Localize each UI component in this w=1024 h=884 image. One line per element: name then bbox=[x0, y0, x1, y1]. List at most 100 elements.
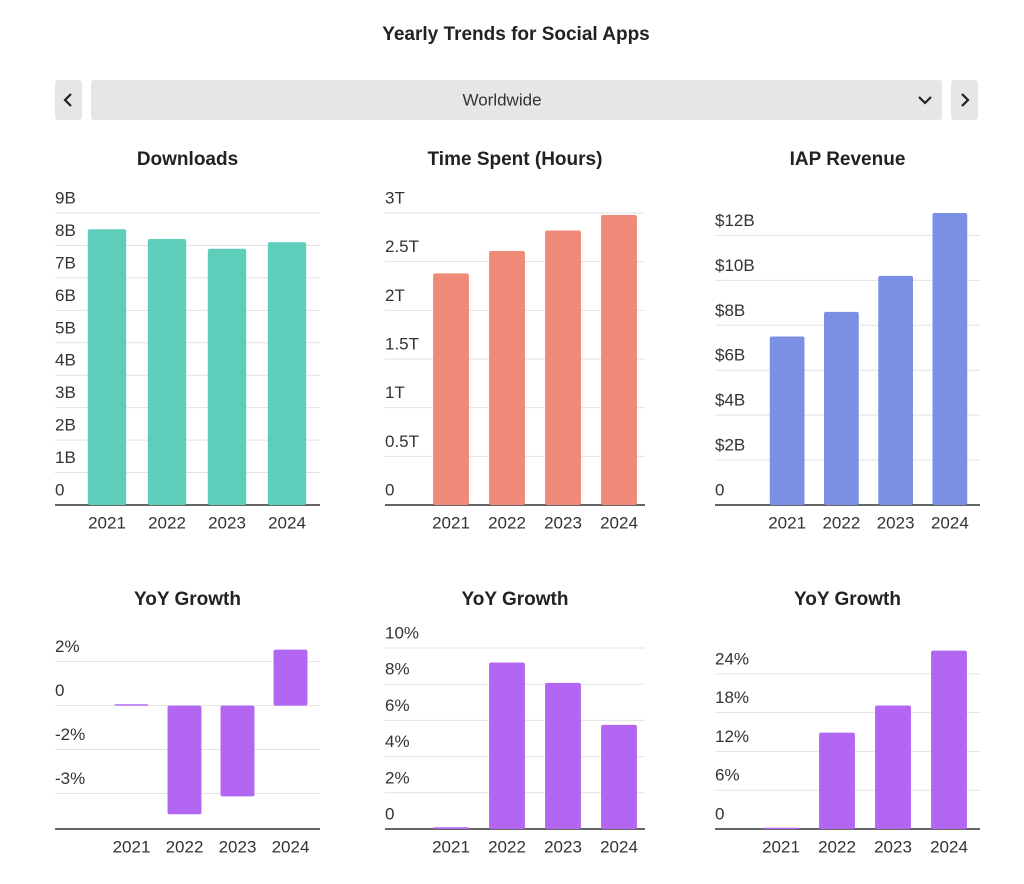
y-tick-label: 4B bbox=[55, 351, 76, 370]
x-tick-label: 2024 bbox=[268, 513, 306, 532]
y-tick-label: 4% bbox=[385, 732, 410, 751]
x-tick-label: 2024 bbox=[931, 513, 969, 532]
y-tick-label: 0 bbox=[385, 804, 394, 823]
bar bbox=[601, 724, 637, 829]
y-tick-label: 12% bbox=[715, 727, 749, 746]
y-tick-label: 9B bbox=[55, 188, 76, 207]
y-tick-label: 0 bbox=[385, 480, 394, 499]
y-tick-label: 0 bbox=[715, 804, 724, 823]
y-tick-label: $8B bbox=[715, 301, 745, 320]
bar bbox=[147, 238, 187, 505]
bar bbox=[267, 242, 307, 505]
region-label: Worldwide bbox=[462, 90, 541, 109]
y-tick-label: 0 bbox=[715, 480, 724, 499]
y-tick-label: $10B bbox=[715, 256, 755, 275]
bar bbox=[932, 213, 968, 505]
y-tick-label: 1B bbox=[55, 448, 76, 467]
x-tick-label: 2023 bbox=[874, 837, 912, 856]
bar bbox=[545, 230, 581, 505]
x-tick-label: 2022 bbox=[822, 513, 860, 532]
y-tick-label: -2% bbox=[55, 725, 85, 744]
y-tick-label: 8B bbox=[55, 221, 76, 240]
x-tick-label: 2024 bbox=[600, 837, 638, 856]
x-tick-label: 2022 bbox=[166, 837, 204, 856]
x-tick-label: 2021 bbox=[768, 513, 806, 532]
y-tick-label: 0 bbox=[55, 480, 64, 499]
y-tick-label: 6B bbox=[55, 286, 76, 305]
x-tick-label: 2022 bbox=[488, 513, 526, 532]
y-tick-label: -3% bbox=[55, 769, 85, 788]
x-tick-label: 2023 bbox=[544, 513, 582, 532]
bar bbox=[769, 336, 805, 505]
y-tick-label: 3B bbox=[55, 383, 76, 402]
next-icon bbox=[961, 93, 970, 107]
y-tick-label: 0 bbox=[55, 681, 64, 700]
y-tick-label: $4B bbox=[715, 391, 745, 410]
y-tick-label: 6% bbox=[385, 696, 410, 715]
bar bbox=[273, 649, 308, 706]
bar bbox=[545, 682, 581, 829]
x-tick-label: 2024 bbox=[272, 837, 310, 856]
chart-title: IAP Revenue bbox=[790, 149, 906, 170]
chart-title: YoY Growth bbox=[462, 589, 569, 610]
y-tick-label: 1T bbox=[385, 383, 405, 402]
x-tick-label: 2021 bbox=[762, 837, 800, 856]
bar bbox=[207, 248, 247, 505]
bar bbox=[114, 704, 149, 706]
x-tick-label: 2023 bbox=[877, 513, 915, 532]
y-tick-label: 2T bbox=[385, 286, 405, 305]
x-tick-label: 2021 bbox=[432, 837, 470, 856]
x-tick-label: 2021 bbox=[432, 513, 470, 532]
bar bbox=[489, 662, 525, 829]
y-tick-label: $2B bbox=[715, 436, 745, 455]
bar bbox=[433, 273, 469, 505]
y-tick-label: 2% bbox=[385, 768, 410, 787]
x-tick-label: 2022 bbox=[148, 513, 186, 532]
region-dropdown[interactable] bbox=[91, 80, 942, 120]
x-tick-label: 2021 bbox=[88, 513, 126, 532]
x-tick-label: 2023 bbox=[208, 513, 246, 532]
chart-title: Time Spent (Hours) bbox=[428, 149, 603, 170]
bar bbox=[601, 214, 637, 506]
y-tick-label: 2.5T bbox=[385, 237, 419, 256]
y-tick-label: 8% bbox=[385, 660, 410, 679]
bar bbox=[433, 827, 469, 829]
y-tick-label: 2B bbox=[55, 416, 76, 435]
bar bbox=[220, 705, 255, 797]
bar bbox=[824, 311, 859, 505]
y-tick-label: 1.5T bbox=[385, 334, 419, 353]
y-tick-label: $6B bbox=[715, 346, 745, 365]
bar bbox=[763, 827, 799, 829]
y-tick-label: 6% bbox=[715, 766, 740, 785]
y-tick-label: 5B bbox=[55, 318, 76, 337]
next-button[interactable] bbox=[951, 80, 978, 120]
prev-button[interactable] bbox=[55, 80, 82, 120]
x-tick-label: 2023 bbox=[219, 837, 257, 856]
y-tick-label: 24% bbox=[715, 649, 749, 668]
chart-title: Downloads bbox=[137, 149, 238, 170]
y-tick-label: 10% bbox=[385, 623, 419, 642]
y-tick-label: 7B bbox=[55, 253, 76, 272]
prev-icon bbox=[63, 93, 72, 107]
x-tick-label: 2022 bbox=[818, 837, 856, 856]
y-tick-label: 0.5T bbox=[385, 432, 419, 451]
x-tick-label: 2024 bbox=[930, 837, 968, 856]
bar bbox=[878, 275, 913, 505]
bar bbox=[489, 250, 525, 505]
x-tick-label: 2024 bbox=[600, 513, 638, 532]
y-tick-label: 3T bbox=[385, 188, 405, 207]
x-tick-label: 2023 bbox=[544, 837, 582, 856]
bar bbox=[87, 229, 127, 505]
x-tick-label: 2021 bbox=[113, 837, 151, 856]
bar bbox=[875, 705, 911, 829]
y-tick-label: 18% bbox=[715, 688, 749, 707]
page-title: Yearly Trends for Social Apps bbox=[382, 24, 650, 45]
dropdown-icon bbox=[918, 96, 932, 105]
x-tick-label: 2022 bbox=[488, 837, 526, 856]
chart-title: YoY Growth bbox=[134, 589, 241, 610]
bar bbox=[819, 732, 855, 829]
y-tick-label: $12B bbox=[715, 211, 755, 230]
chart-title: YoY Growth bbox=[794, 589, 901, 610]
bar bbox=[931, 650, 967, 829]
